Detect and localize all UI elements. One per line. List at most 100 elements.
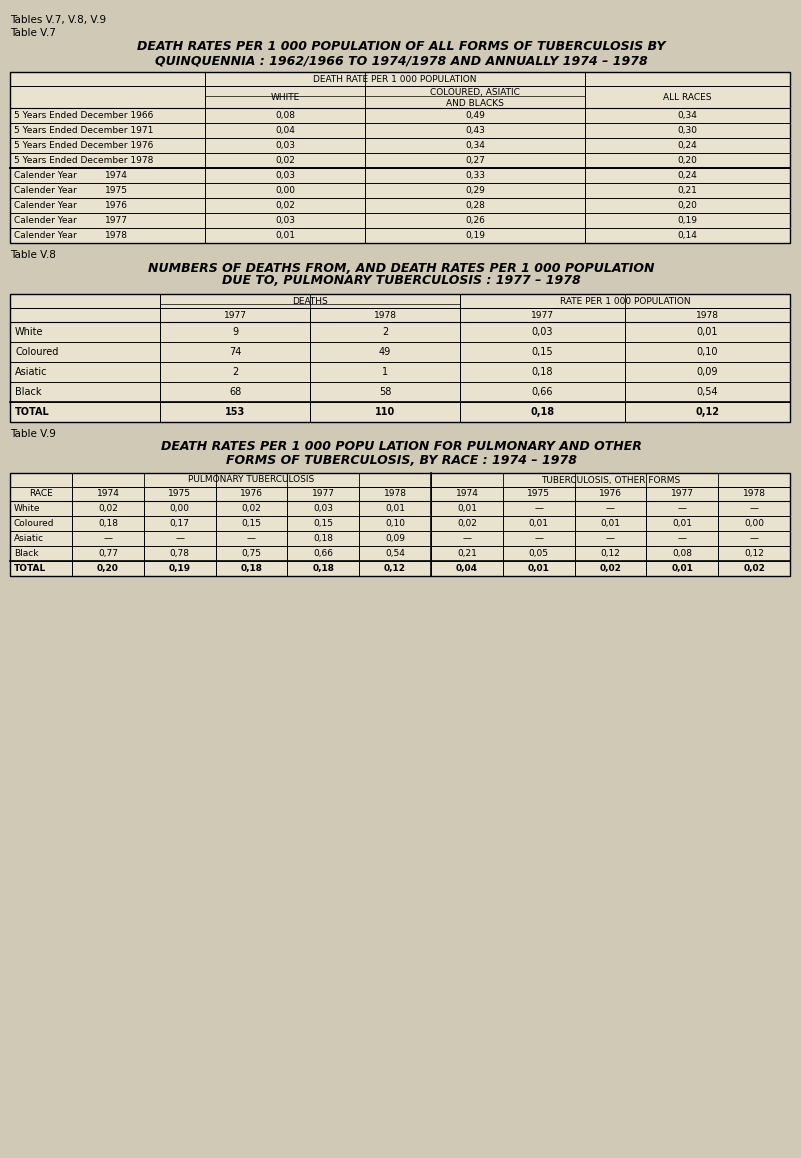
Text: 0,19: 0,19: [465, 230, 485, 240]
Bar: [160, 342, 310, 362]
Bar: [10, 547, 72, 560]
Bar: [10, 72, 205, 86]
Bar: [365, 213, 585, 228]
Text: 1978: 1978: [696, 310, 719, 320]
Bar: [718, 488, 790, 501]
Text: NUMBERS OF DEATHS FROM, AND DEATH RATES PER 1 000 POPULATION: NUMBERS OF DEATHS FROM, AND DEATH RATES …: [147, 262, 654, 274]
Text: 0,02: 0,02: [275, 201, 295, 210]
Text: 0,02: 0,02: [275, 156, 295, 164]
Bar: [10, 308, 160, 322]
Bar: [646, 501, 718, 516]
Text: Table V.8: Table V.8: [10, 250, 56, 261]
Bar: [574, 560, 646, 576]
Bar: [365, 198, 585, 213]
Text: 0,03: 0,03: [275, 141, 295, 151]
Text: 0,12: 0,12: [384, 564, 406, 573]
Text: 0,26: 0,26: [465, 217, 485, 225]
Text: —: —: [678, 504, 686, 513]
Text: 0,02: 0,02: [242, 504, 261, 513]
Text: 0,04: 0,04: [456, 564, 478, 573]
Bar: [288, 560, 359, 576]
Text: 0,03: 0,03: [275, 171, 295, 179]
Text: 1978: 1978: [373, 310, 396, 320]
Text: —: —: [462, 534, 472, 543]
Text: DEATH RATES PER 1 000 POPU LATION FOR PULMONARY AND OTHER: DEATH RATES PER 1 000 POPU LATION FOR PU…: [160, 440, 642, 454]
Text: 2: 2: [231, 367, 238, 378]
Bar: [365, 86, 585, 108]
Bar: [625, 322, 790, 342]
Text: 0,78: 0,78: [170, 549, 190, 558]
Bar: [585, 108, 790, 123]
Text: 1976: 1976: [599, 490, 622, 498]
Bar: [288, 547, 359, 560]
Text: 1976: 1976: [105, 201, 128, 210]
Bar: [365, 168, 585, 183]
Text: 0,02: 0,02: [98, 504, 118, 513]
Bar: [144, 488, 215, 501]
Bar: [310, 308, 460, 322]
Bar: [359, 560, 431, 576]
Bar: [585, 138, 790, 153]
Bar: [585, 153, 790, 168]
Text: —: —: [534, 504, 543, 513]
Bar: [431, 547, 503, 560]
Text: 0,18: 0,18: [532, 367, 553, 378]
Text: Asiatic: Asiatic: [15, 367, 47, 378]
Bar: [365, 108, 585, 123]
Text: 1977: 1977: [223, 310, 247, 320]
Bar: [359, 501, 431, 516]
Bar: [574, 532, 646, 547]
Bar: [72, 488, 144, 501]
Text: 0,12: 0,12: [744, 549, 764, 558]
Text: 0,01: 0,01: [457, 504, 477, 513]
Bar: [310, 362, 460, 382]
Bar: [160, 382, 310, 402]
Text: 0,24: 0,24: [678, 141, 698, 151]
Text: 153: 153: [225, 406, 245, 417]
Bar: [72, 516, 144, 532]
Bar: [625, 362, 790, 382]
Bar: [585, 123, 790, 138]
Bar: [160, 362, 310, 382]
Bar: [365, 153, 585, 168]
Text: Calender Year: Calender Year: [14, 230, 77, 240]
Bar: [10, 362, 160, 382]
Text: 0,01: 0,01: [601, 519, 621, 528]
Text: 0,19: 0,19: [169, 564, 191, 573]
Bar: [503, 488, 574, 501]
Bar: [718, 516, 790, 532]
Text: —: —: [534, 534, 543, 543]
Bar: [460, 342, 625, 362]
Text: 58: 58: [379, 387, 391, 397]
Text: 0,08: 0,08: [275, 111, 295, 120]
Text: 0,10: 0,10: [697, 347, 718, 357]
Text: 0,14: 0,14: [678, 230, 698, 240]
Text: WHITE: WHITE: [271, 93, 300, 102]
Text: 1978: 1978: [743, 490, 766, 498]
Text: Coloured: Coloured: [14, 519, 54, 528]
Text: 0,00: 0,00: [275, 186, 295, 195]
Bar: [431, 488, 503, 501]
Text: 0,01: 0,01: [697, 327, 718, 337]
Text: 0,77: 0,77: [98, 549, 118, 558]
Bar: [10, 198, 205, 213]
Text: ALL RACES: ALL RACES: [663, 93, 712, 102]
Text: 0,20: 0,20: [678, 201, 698, 210]
Bar: [10, 228, 205, 243]
Text: Black: Black: [14, 549, 38, 558]
Text: 110: 110: [375, 406, 395, 417]
Text: COLOURED, ASIATIC: COLOURED, ASIATIC: [430, 88, 520, 97]
Bar: [503, 547, 574, 560]
Bar: [310, 342, 460, 362]
Text: 0,33: 0,33: [465, 171, 485, 179]
Bar: [10, 472, 790, 576]
Bar: [718, 532, 790, 547]
Bar: [10, 168, 205, 183]
Text: AND BLACKS: AND BLACKS: [446, 98, 504, 108]
Bar: [288, 516, 359, 532]
Bar: [10, 516, 72, 532]
Bar: [215, 560, 288, 576]
Text: 0,12: 0,12: [695, 406, 719, 417]
Bar: [144, 560, 215, 576]
Text: 0,01: 0,01: [671, 564, 693, 573]
